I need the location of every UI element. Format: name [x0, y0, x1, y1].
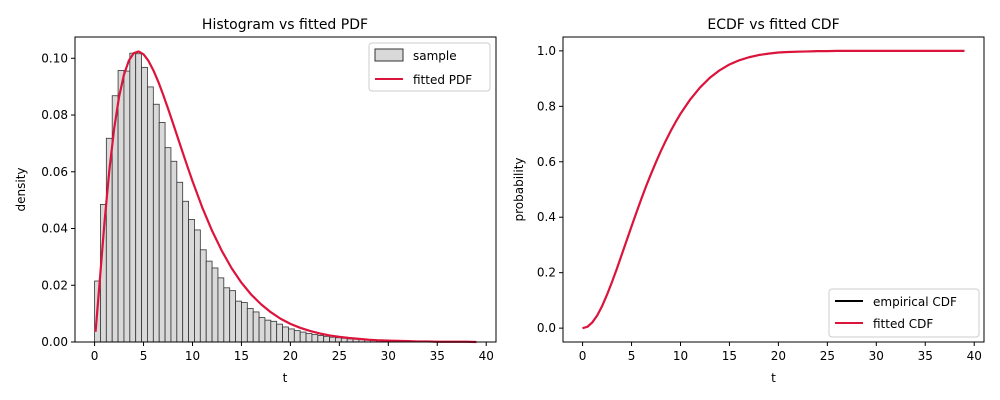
histogram-bar [135, 53, 142, 343]
cdf-y-tick-label: 0.8 [537, 99, 556, 113]
histogram-y-tick-label: 0.08 [41, 108, 68, 122]
histogram-bar [129, 52, 137, 343]
histogram-bar [188, 219, 195, 343]
cdf-panel: ECDF vs fitted CDF 0 5 10 15 20 25 30 35 40 0.00… [512, 17, 985, 385]
histogram-bar [329, 336, 336, 343]
cdf-y-tick-label: 0.2 [537, 266, 556, 280]
cdf-x-tick-label: 15 [722, 349, 737, 363]
fitted-pdf-layer [94, 50, 477, 344]
histogram-bar [323, 335, 330, 343]
histogram-bar [199, 249, 207, 343]
histogram-bar [141, 66, 148, 343]
legend-sample-label: sample [413, 49, 457, 63]
histogram-x-tick-label: 5 [140, 349, 148, 363]
histogram-bar [258, 317, 266, 343]
histogram-bar [288, 328, 295, 343]
histogram-bar [158, 122, 166, 343]
cdf-x-tick-label: 25 [820, 349, 835, 363]
cdf-y-ticks: 0.0 0.2 0.4 0.6 0.8 1.0 [537, 44, 563, 335]
fitted-pdf-line [94, 50, 477, 344]
histogram-bar [147, 86, 154, 343]
histogram-bar [123, 70, 131, 343]
histogram-bar [176, 181, 184, 343]
cdf-y-tick-label: 1.0 [537, 44, 556, 58]
histogram-y-tick-label: 0.02 [41, 278, 68, 292]
histogram-bar [264, 319, 272, 343]
cdf-legend-box [828, 288, 980, 338]
histogram-bar [229, 290, 236, 343]
histogram-x-tick-label: 10 [185, 349, 200, 363]
cdf-x-tick-label: 30 [869, 349, 884, 363]
histogram-bar [170, 160, 178, 343]
histogram-bar [340, 337, 348, 343]
histogram-y-tick-label: 0.00 [41, 335, 68, 349]
histogram-x-tick-label: 15 [234, 349, 249, 363]
fitted-cdf-line [582, 49, 965, 330]
histogram-panel: Histogram vs fitted PDF 0 5 10 15 20 25 30 35 40… [14, 17, 497, 385]
histogram-bar [235, 300, 242, 343]
histogram-bar [211, 267, 219, 343]
cdf-x-label: t [771, 371, 776, 385]
histogram-bar [317, 335, 325, 343]
cdf-x-tick-label: 5 [628, 349, 636, 363]
histogram-x-tick-label: 30 [381, 349, 396, 363]
legend-empirical-cdf-label: empirical CDF [873, 295, 957, 309]
histogram-y-tick-label: 0.06 [41, 165, 68, 179]
histogram-bar [270, 320, 278, 343]
histogram-bar [246, 308, 254, 343]
histogram-x-tick-label: 0 [91, 349, 99, 363]
histogram-x-ticks: 0 5 10 15 20 25 30 35 40 [91, 342, 494, 363]
histogram-bar [276, 323, 283, 343]
histogram-bar [282, 326, 289, 343]
histogram-bar [182, 200, 189, 343]
histogram-legend: sample fitted PDF [368, 42, 491, 92]
histogram-axes-frame [74, 36, 497, 343]
histogram-bars [94, 52, 419, 343]
histogram-title: Histogram vs fitted PDF [202, 17, 368, 33]
cdf-x-tick-label: 20 [771, 349, 786, 363]
histogram-y-label: density [14, 168, 28, 212]
histogram-bar [293, 330, 301, 343]
histogram-bar [164, 147, 172, 343]
cdf-legend: empirical CDF fitted CDF [828, 288, 980, 338]
histogram-bar [311, 334, 319, 343]
histogram-bar [117, 70, 125, 343]
histogram-bar [217, 277, 225, 343]
histogram-bar [335, 337, 342, 343]
histogram-x-tick-label: 25 [332, 349, 347, 363]
cdf-title: ECDF vs fitted CDF [707, 17, 839, 33]
histogram-x-label: t [283, 371, 288, 385]
cdf-axes-frame [562, 36, 985, 343]
cdf-y-tick-label: 0.0 [537, 321, 556, 335]
histogram-x-tick-label: 40 [479, 349, 494, 363]
cdf-lines-layer [582, 49, 965, 330]
cdf-x-tick-label: 35 [918, 349, 933, 363]
legend-sample-swatch [374, 48, 404, 62]
histogram-bar [241, 302, 248, 343]
histogram-y-tick-label: 0.10 [41, 51, 68, 65]
cdf-x-tick-label: 10 [673, 349, 688, 363]
histogram-bar [223, 287, 231, 343]
histogram-y-tick-label: 0.04 [41, 222, 68, 236]
histogram-bar [152, 103, 160, 343]
histogram-bar [205, 260, 213, 343]
cdf-x-tick-label: 0 [579, 349, 587, 363]
cdf-y-tick-label: 0.4 [537, 210, 556, 224]
legend-fitted-cdf-label: fitted CDF [873, 317, 933, 331]
histogram-bar [252, 311, 260, 343]
cdf-x-tick-label: 40 [967, 349, 982, 363]
histogram-bar [194, 229, 201, 343]
histogram-bar [305, 333, 313, 343]
histogram-x-tick-label: 20 [283, 349, 298, 363]
legend-fitted-pdf-label: fitted PDF [413, 73, 472, 87]
empirical-cdf-line [582, 50, 965, 329]
histogram-x-tick-label: 35 [430, 349, 445, 363]
cdf-y-tick-label: 0.6 [537, 155, 556, 169]
cdf-x-ticks: 0 5 10 15 20 25 30 35 40 [579, 342, 982, 363]
histogram-bar [299, 331, 307, 343]
cdf-y-label: probability [512, 157, 526, 221]
histogram-y-ticks: 0.00 0.02 0.04 0.06 0.08 0.10 [41, 51, 75, 349]
